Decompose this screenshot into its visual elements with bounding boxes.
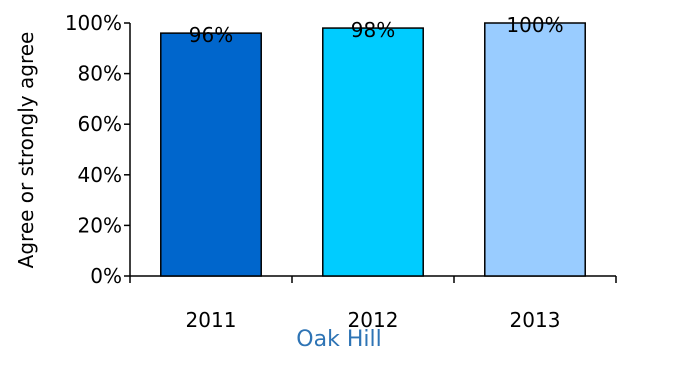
y-tick-label: 80% — [78, 62, 122, 86]
x-tick-label: 2013 — [510, 308, 561, 332]
y-axis-title: Agree or strongly agree — [14, 32, 38, 269]
y-tick-label: 40% — [78, 163, 122, 187]
data-label: 100% — [506, 13, 563, 37]
y-tick-label: 100% — [65, 11, 122, 35]
x-tick-label: 2012 — [348, 308, 399, 332]
y-tick-label: 60% — [78, 112, 122, 136]
x-tick-label: 2011 — [186, 308, 237, 332]
bar — [322, 27, 424, 277]
data-label: 96% — [189, 23, 233, 47]
y-tick-label: 20% — [78, 213, 122, 237]
x-axis: 2011 2012 2013 — [129, 275, 617, 332]
y-axis: 0% 20% 40% 60% 80% 100% — [65, 11, 131, 288]
bar — [160, 32, 262, 277]
bars — [160, 22, 586, 277]
y-tick-label: 0% — [90, 264, 122, 288]
bar — [484, 22, 586, 277]
x-axis-title: Oak Hill — [296, 327, 382, 352]
data-label: 98% — [351, 18, 395, 42]
data-labels: 96% 98% 100% — [189, 13, 564, 47]
